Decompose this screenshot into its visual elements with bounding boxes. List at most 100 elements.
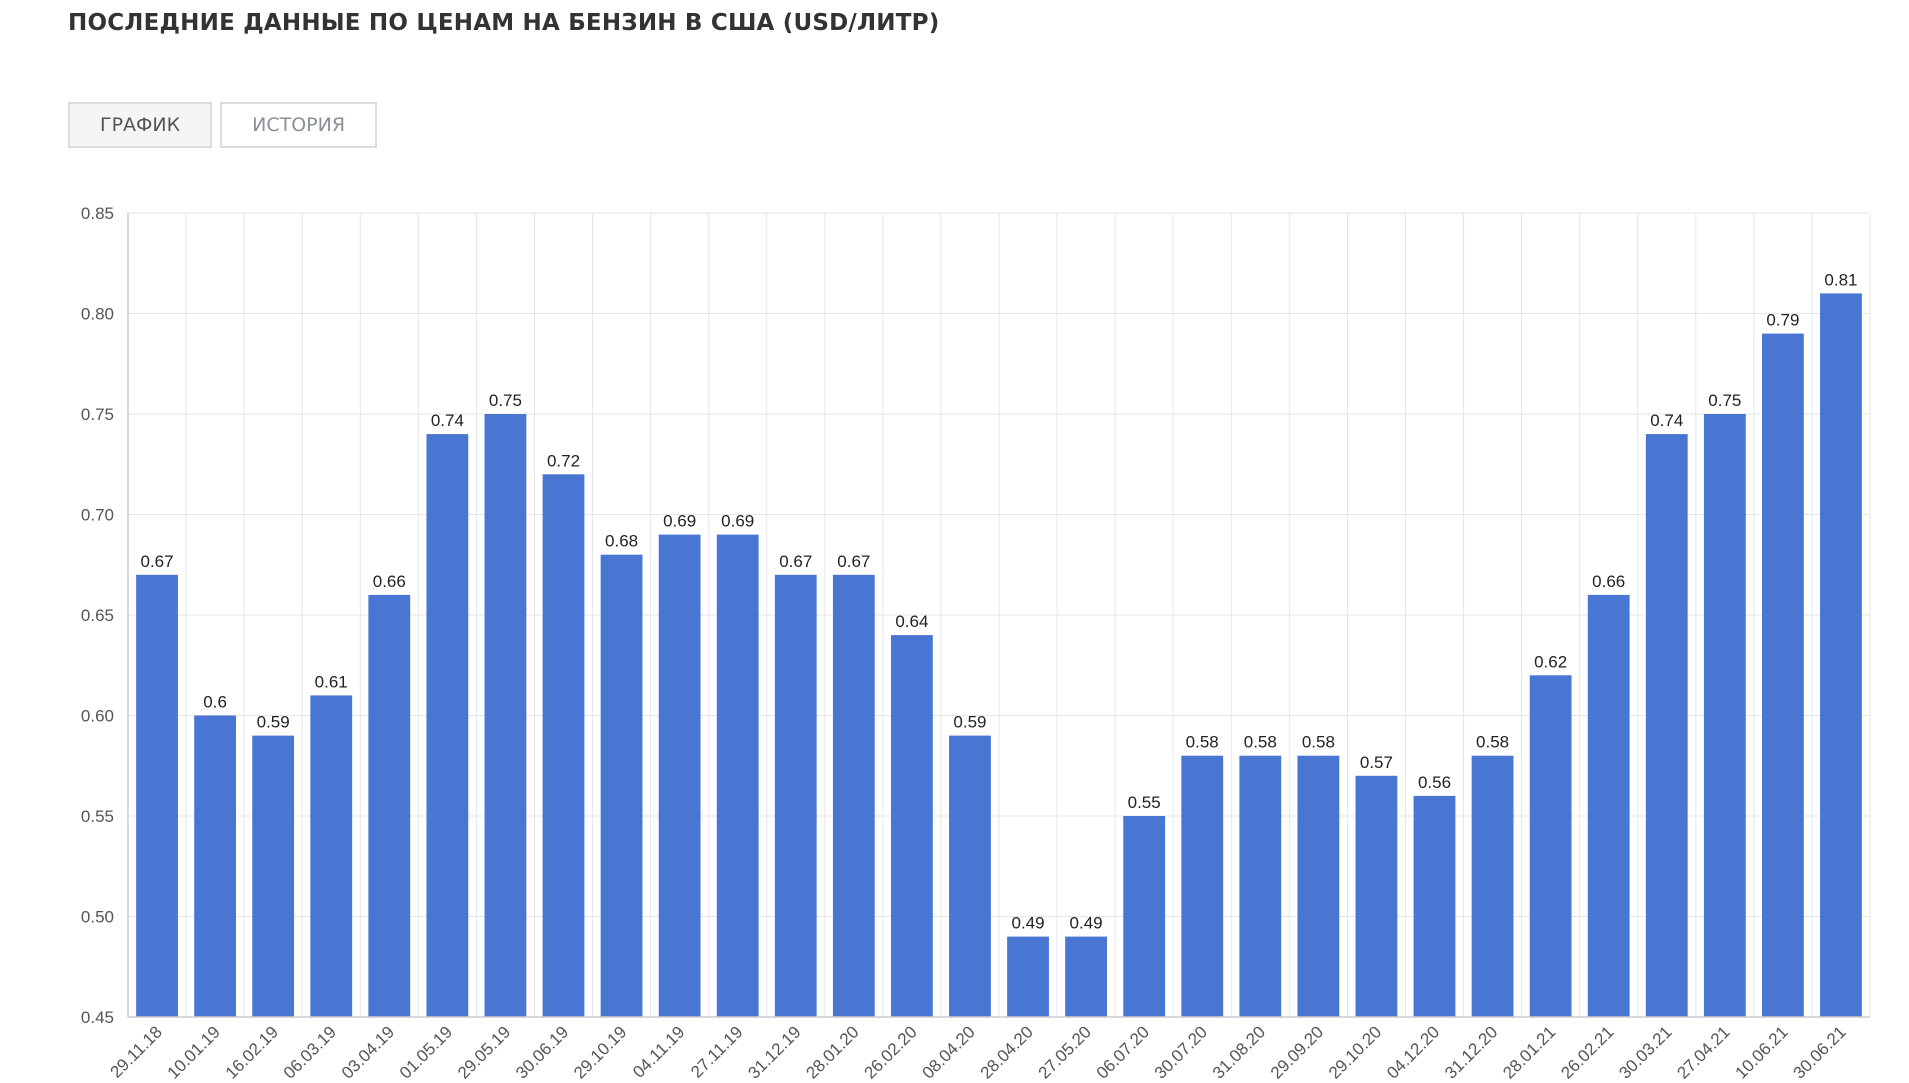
x-tick-label: 27.04.21 [1673, 1022, 1733, 1082]
bar-value-label: 0.58 [1302, 733, 1335, 752]
x-tick-label: 04.11.19 [629, 1022, 688, 1081]
bar[interactable] [1355, 775, 1398, 1017]
bar-value-label: 0.62 [1534, 652, 1567, 671]
x-tick-label: 06.07.20 [1093, 1022, 1153, 1082]
bar-value-label: 0.6 [203, 693, 227, 712]
bar-value-label: 0.75 [489, 391, 522, 410]
tab-chart[interactable]: ГРАФИК [68, 102, 213, 148]
y-tick-label: 0.85 [81, 204, 114, 223]
bar-value-label: 0.55 [1128, 793, 1161, 812]
x-tick-label: 27.05.20 [1035, 1022, 1095, 1082]
x-tick-label: 10.01.19 [164, 1022, 224, 1082]
bar-value-label: 0.68 [605, 532, 638, 551]
bar[interactable] [368, 594, 411, 1017]
data-labels: 0.67 0.6 0.59 0.61 0.66 0.74 0.75 0.72 0.68 0.69 0… [140, 270, 1857, 932]
bar[interactable] [484, 414, 527, 1017]
y-tick-label: 0.50 [81, 908, 114, 927]
bar[interactable] [1820, 293, 1862, 1017]
x-tick-label: 03.04.19 [338, 1022, 398, 1082]
x-tick-label: 30.06.19 [512, 1022, 572, 1082]
bar[interactable] [252, 735, 295, 1017]
bar[interactable] [1297, 755, 1340, 1017]
bar[interactable] [542, 474, 585, 1017]
x-tick-label: 27.11.19 [687, 1022, 746, 1081]
bar-value-label: 0.81 [1824, 270, 1857, 289]
x-tick-label: 29.11.18 [107, 1022, 166, 1081]
bar-value-label: 0.58 [1244, 733, 1277, 752]
bar-value-label: 0.58 [1476, 733, 1509, 752]
bar[interactable] [1529, 675, 1572, 1017]
bar-value-label: 0.56 [1418, 773, 1451, 792]
x-tick-label: 08.04.20 [919, 1022, 979, 1082]
bars [136, 293, 1862, 1018]
x-tick-label: 06.03.19 [280, 1022, 340, 1082]
y-tick-label: 0.70 [81, 506, 114, 525]
x-tick-label: 26.02.21 [1557, 1022, 1617, 1082]
x-tick-label: 29.09.20 [1267, 1022, 1327, 1082]
bar-value-label: 0.49 [1011, 914, 1044, 933]
x-tick-label: 04.12.20 [1383, 1022, 1443, 1082]
bar[interactable] [1587, 594, 1630, 1017]
bar[interactable] [949, 735, 991, 1017]
bar[interactable] [426, 434, 469, 1018]
x-tick-label: 30.06.21 [1790, 1022, 1850, 1082]
bar[interactable] [1239, 755, 1282, 1017]
tab-history[interactable]: ИСТОРИЯ [220, 102, 378, 148]
bar-value-label: 0.61 [315, 672, 348, 691]
view-tabs: ГРАФИК ИСТОРИЯ [68, 102, 378, 148]
y-axis: 0.45 0.50 0.55 0.60 0.65 0.70 0.75 0.80 0.85 [81, 204, 129, 1027]
bar[interactable] [1065, 936, 1108, 1017]
bar[interactable] [1123, 816, 1166, 1017]
bar[interactable] [600, 554, 643, 1017]
x-tick-label: 29.05.19 [454, 1022, 514, 1082]
x-tick-label: 31.08.20 [1209, 1022, 1269, 1082]
bar[interactable] [716, 534, 759, 1017]
x-tick-label: 29.10.20 [1325, 1022, 1385, 1082]
bar-value-label: 0.67 [779, 552, 812, 571]
x-tick-label: 26.02.20 [860, 1022, 920, 1082]
bar[interactable] [1645, 434, 1688, 1018]
y-tick-label: 0.45 [81, 1008, 114, 1027]
x-tick-label: 31.12.20 [1441, 1022, 1501, 1082]
x-tick-label: 29.10.19 [570, 1022, 630, 1082]
bar-value-label: 0.66 [373, 572, 406, 591]
x-tick-label: 01.05.19 [396, 1022, 456, 1082]
bar[interactable] [832, 574, 875, 1017]
bar[interactable] [310, 695, 353, 1017]
y-tick-label: 0.65 [81, 606, 114, 625]
bar[interactable] [194, 715, 237, 1018]
x-tick-label: 28.04.20 [977, 1022, 1037, 1082]
bar[interactable] [1181, 755, 1224, 1017]
bar-value-label: 0.79 [1766, 311, 1799, 330]
bar-value-label: 0.59 [953, 713, 986, 732]
bar-value-label: 0.74 [1650, 411, 1683, 430]
bar[interactable] [1703, 414, 1746, 1017]
bar[interactable] [658, 534, 701, 1017]
x-tick-label: 30.07.20 [1151, 1022, 1211, 1082]
bar[interactable] [1007, 936, 1049, 1017]
bar-value-label: 0.72 [547, 451, 580, 470]
x-tick-label: 31.12.19 [744, 1022, 804, 1082]
x-tick-label: 28.01.21 [1499, 1022, 1559, 1082]
bar[interactable] [1471, 755, 1514, 1017]
y-tick-label: 0.75 [81, 405, 114, 424]
bar-value-label: 0.67 [837, 552, 870, 571]
x-tick-label: 28.01.20 [802, 1022, 862, 1082]
x-tick-label: 16.02.19 [222, 1022, 282, 1082]
y-tick-label: 0.80 [81, 305, 114, 324]
x-tick-label: 30.03.21 [1615, 1022, 1675, 1082]
bar[interactable] [136, 574, 178, 1017]
bar-value-label: 0.69 [663, 512, 696, 531]
bar-value-label: 0.59 [257, 713, 290, 732]
bar-value-label: 0.58 [1186, 733, 1219, 752]
bar-value-label: 0.74 [431, 411, 464, 430]
x-tick-label: 10.06.21 [1731, 1022, 1791, 1082]
bar[interactable] [774, 574, 817, 1017]
bar[interactable] [890, 635, 933, 1017]
bar-value-label: 0.64 [895, 612, 928, 631]
bar[interactable] [1413, 795, 1456, 1017]
y-tick-label: 0.60 [81, 707, 114, 726]
bar-value-label: 0.49 [1070, 914, 1103, 933]
bar[interactable] [1761, 333, 1804, 1018]
